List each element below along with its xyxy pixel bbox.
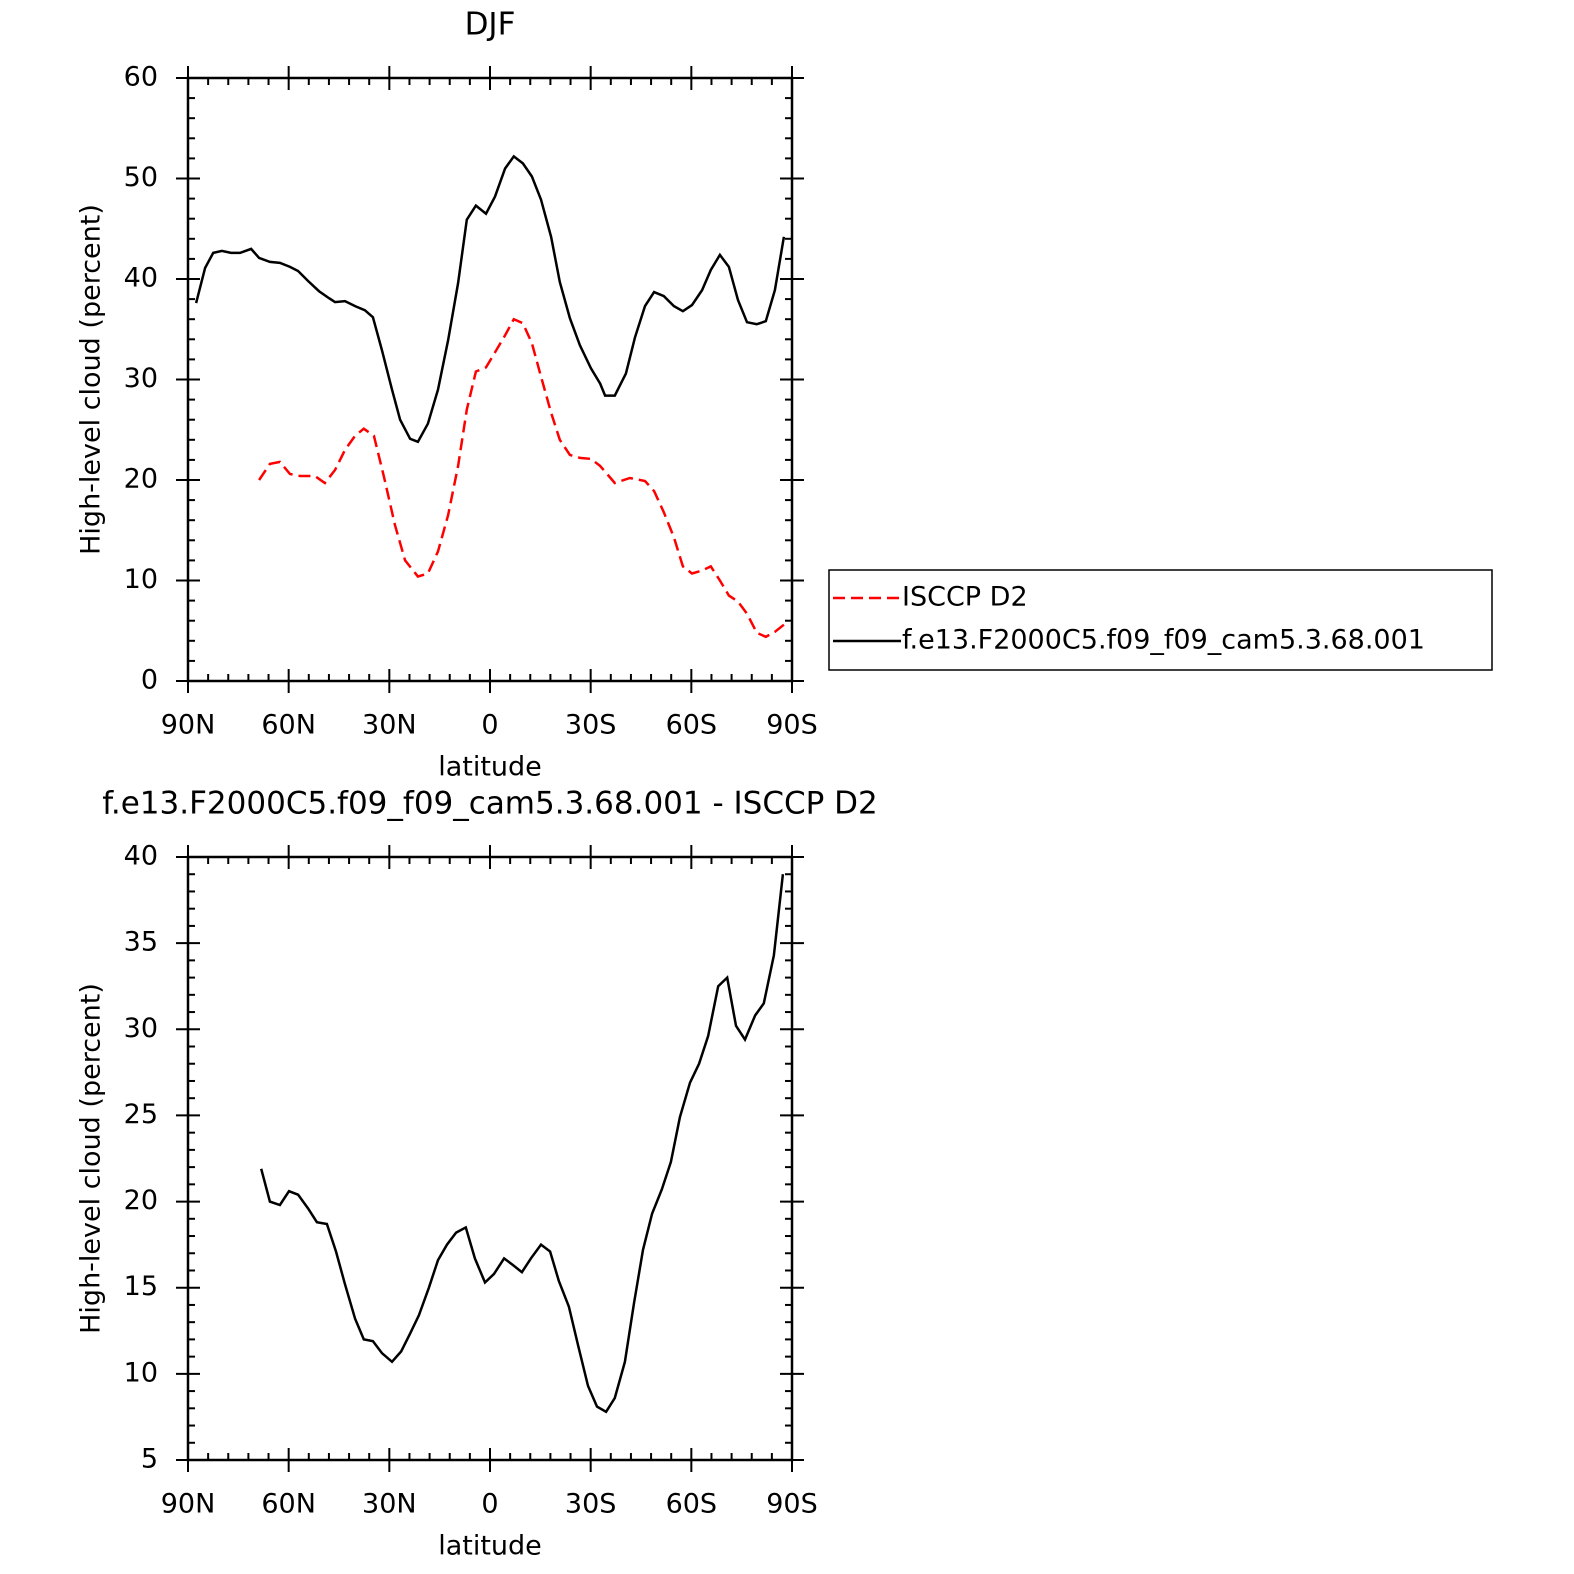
x-tick-label: 90N	[161, 710, 216, 741]
y-tick-label: 30	[124, 363, 158, 394]
legend-label: ISCCP D2	[902, 582, 1028, 613]
y-tick-label: 10	[124, 1357, 158, 1388]
plot-frame	[186, 76, 794, 683]
plot-frame	[186, 855, 794, 1462]
y-tick-label: 40	[124, 263, 158, 294]
y-tick-label: 25	[124, 1099, 158, 1130]
x-tick-label: 60S	[666, 1489, 718, 1520]
y-tick-label: 50	[124, 162, 158, 193]
series-line	[258, 317, 785, 639]
legend-box	[828, 569, 1493, 671]
x-tick-label: 90S	[766, 710, 818, 741]
x-tick-label: 30S	[565, 1489, 617, 1520]
x-tick-label: 0	[481, 1489, 498, 1520]
y-tick-label: 40	[124, 841, 158, 872]
chart-title: DJF	[465, 7, 516, 43]
x-tick-label: 60S	[666, 710, 718, 741]
y-tick-label: 20	[124, 464, 158, 495]
y-tick-label: 10	[124, 564, 158, 595]
x-tick-label: 60N	[261, 1489, 316, 1520]
series-line	[194, 154, 786, 444]
y-axis-label: High-level cloud (percent)	[76, 204, 107, 555]
y-tick-label: 30	[124, 1013, 158, 1044]
series-line	[259, 874, 785, 1414]
legend-label: f.e13.F2000C5.f09_f09_cam5.3.68.001	[902, 625, 1425, 656]
x-tick-label: 0	[481, 710, 498, 741]
y-tick-label: 60	[124, 62, 158, 93]
chart-title: f.e13.F2000C5.f09_f09_cam5.3.68.001 - IS…	[102, 786, 878, 822]
y-tick-label: 35	[124, 927, 158, 958]
x-axis-label: latitude	[438, 752, 542, 783]
x-tick-label: 60N	[261, 710, 316, 741]
x-tick-label: 30N	[362, 1489, 417, 1520]
y-tick-label: 20	[124, 1185, 158, 1216]
y-tick-label: 0	[141, 665, 158, 696]
x-tick-label: 30N	[362, 710, 417, 741]
y-axis-label: High-level cloud (percent)	[76, 983, 107, 1334]
y-tick-label: 5	[141, 1444, 158, 1475]
x-tick-label: 90S	[766, 1489, 818, 1520]
y-tick-label: 15	[124, 1271, 158, 1302]
x-tick-label: 30S	[565, 710, 617, 741]
x-axis-label: latitude	[438, 1531, 542, 1562]
x-tick-label: 90N	[161, 1489, 216, 1520]
